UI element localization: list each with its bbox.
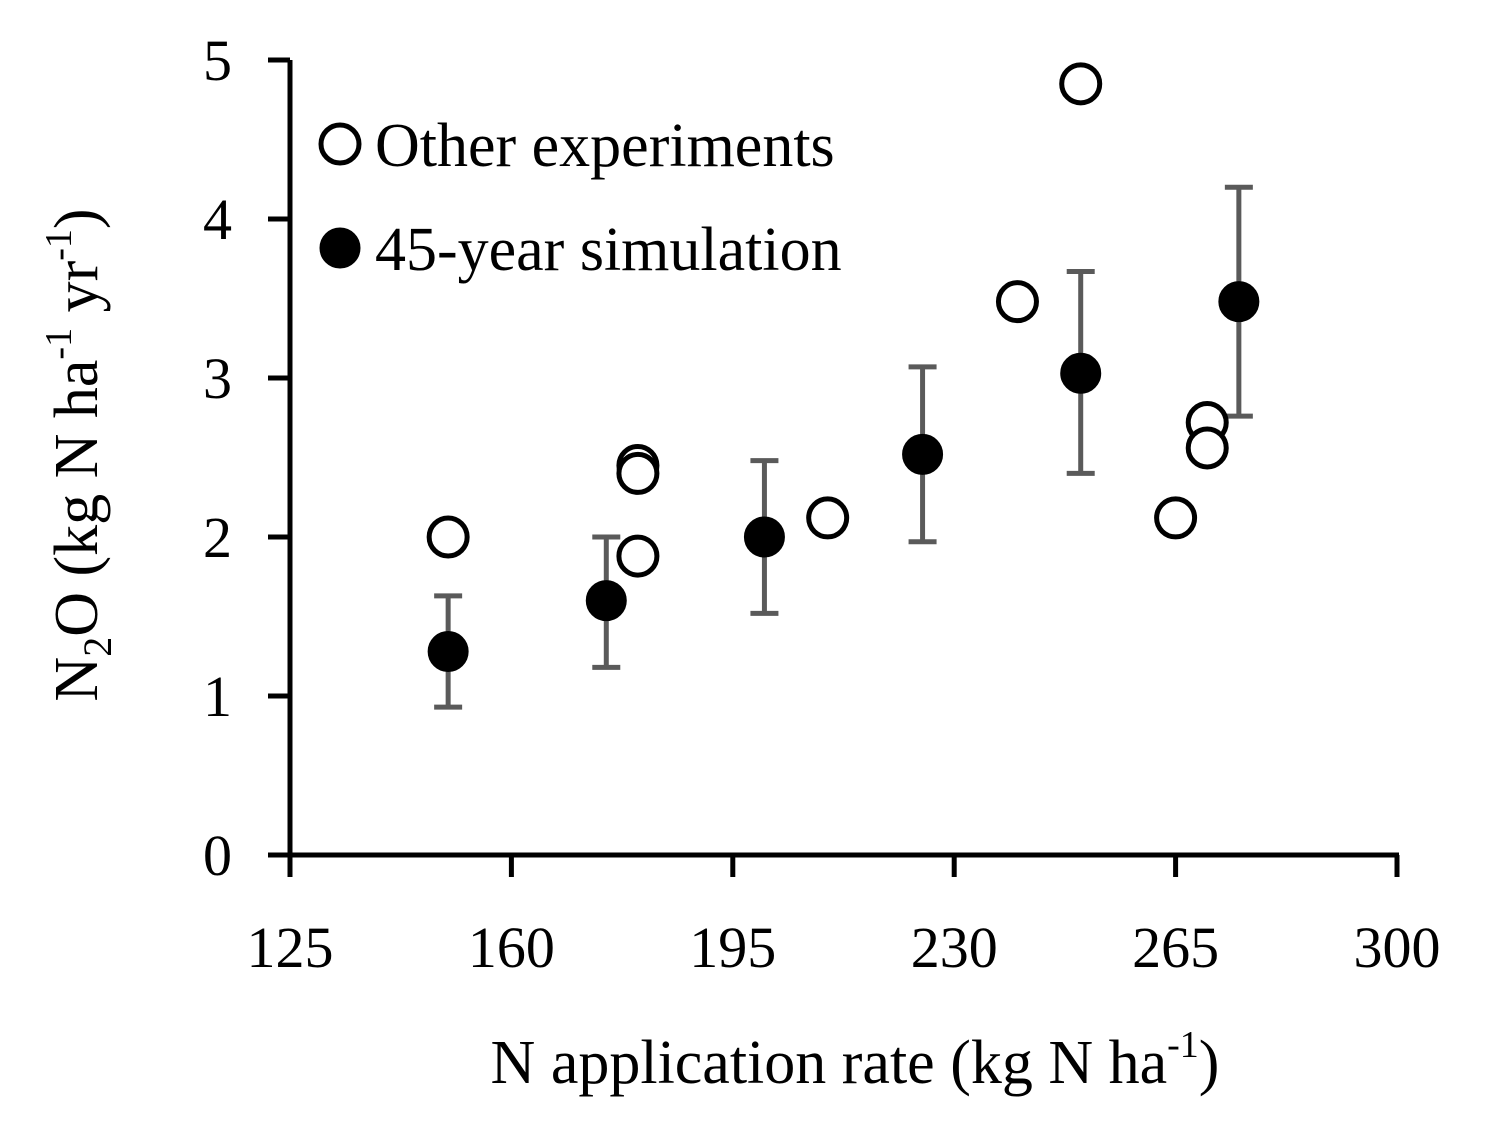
point-other-experiments [426, 515, 470, 559]
x-axis-title-main: N application rate (kg N ha [491, 1029, 1168, 1097]
y-tick-label: 4 [203, 187, 232, 252]
legend: Other experiments 45-year simulation [318, 112, 842, 284]
point-other-experiments [995, 280, 1039, 324]
point-other-experiments [616, 534, 660, 578]
x-tick-label: 230 [911, 915, 998, 980]
legend-label-45-year-simulation: 45-year simulation [375, 216, 842, 284]
x-axis: 125 160 195 230 265 300 [247, 852, 1441, 980]
legend-label-other-experiments: Other experiments [375, 112, 835, 180]
x-tick-label: 300 [1354, 915, 1441, 980]
x-tick-label: 125 [247, 915, 334, 980]
y-axis: 0 1 2 3 4 5 [203, 28, 293, 888]
y-axis-title: N2O (kg N ha-1 yr-1) [38, 208, 120, 701]
y-tick-label: 5 [203, 28, 232, 93]
point-group [426, 62, 1260, 672]
x-axis-title-close: ) [1199, 1029, 1220, 1097]
y-axis-title-sub: 2 [75, 637, 120, 657]
y-tick-label: 2 [203, 505, 232, 570]
point-45-year-simulation [1060, 352, 1102, 394]
y-tick-label: 3 [203, 346, 232, 411]
y-axis-title-n: N [43, 657, 111, 702]
legend-open-circle-marker [318, 122, 362, 166]
x-tick-label: 265 [1132, 915, 1219, 980]
x-tick-label: 160 [468, 915, 555, 980]
y-tick-group: 0 1 2 3 4 5 [203, 28, 290, 888]
x-tick-label: 195 [689, 915, 776, 980]
legend-filled-circle-marker [319, 227, 361, 269]
point-45-year-simulation [743, 516, 785, 558]
point-45-year-simulation [902, 433, 944, 475]
y-tick-label: 1 [203, 664, 232, 729]
point-45-year-simulation [585, 580, 627, 622]
point-other-experiments [1154, 496, 1198, 540]
point-45-year-simulation [1218, 281, 1260, 323]
y-axis-title-sup1: -1 [38, 328, 80, 360]
y-axis-title-sup2: -1 [38, 229, 80, 261]
y-axis-title-close: ) [43, 208, 111, 229]
point-other-experiments [1059, 62, 1103, 106]
x-axis-title: N application rate (kg N ha-1) [491, 1024, 1220, 1097]
y-axis-title-mid: yr [43, 260, 111, 328]
x-axis-title-sup: -1 [1167, 1024, 1199, 1066]
point-other-experiments [1185, 426, 1229, 470]
y-axis-title-rest: O (kg N ha [43, 360, 111, 637]
point-other-experiments [806, 496, 850, 540]
point-other-experiments [616, 451, 660, 495]
y-tick-label: 0 [203, 823, 232, 888]
x-tick-group: 125 160 195 230 265 300 [247, 855, 1441, 980]
point-45-year-simulation [427, 630, 469, 672]
